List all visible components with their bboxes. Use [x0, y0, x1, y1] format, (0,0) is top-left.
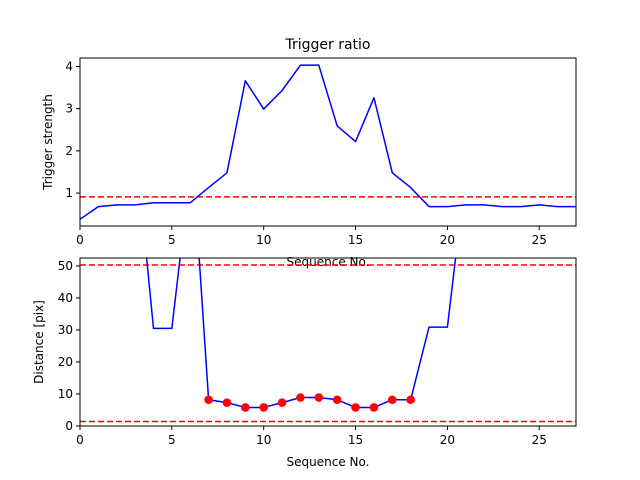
distance-x-tick-label: 5 — [168, 433, 176, 447]
trigger-ratio-y-tick-label: 4 — [65, 59, 73, 73]
distance-y-axis-label: Distance [pix] — [32, 300, 46, 384]
distance-y-tick-label: 30 — [58, 323, 73, 337]
trigger-ratio-y-tick-label: 1 — [65, 186, 73, 200]
trigger-ratio-y-tick-label: 2 — [65, 144, 73, 158]
distance-data-marker — [332, 395, 342, 405]
distance-y-tick-label: 40 — [58, 291, 73, 305]
distance-data-marker — [204, 395, 213, 405]
trigger-ratio-y-tick-label: 3 — [65, 102, 73, 116]
trigger-ratio-x-tick-label: 15 — [348, 233, 363, 247]
trigger-ratio-plot-area — [80, 64, 576, 220]
distance-y-tick-label: 0 — [65, 419, 73, 433]
distance-data-marker — [406, 395, 415, 405]
distance-x-tick-label: 25 — [532, 433, 547, 447]
distance-data-marker — [222, 398, 232, 407]
trigger-ratio-x-tick-label: 25 — [532, 233, 547, 247]
trigger-ratio-x-axis-label: Sequence No. — [287, 255, 370, 269]
trigger-ratio-series-line — [80, 64, 576, 220]
distance-x-axis-label: Sequence No. — [287, 455, 370, 469]
distance-data-marker — [241, 403, 250, 412]
distance-x-tick-label: 20 — [440, 433, 455, 447]
trigger-ratio-x-tick-label: 20 — [440, 233, 455, 247]
distance-data-marker — [387, 395, 397, 405]
distance-data-marker — [277, 398, 287, 407]
distance-data-marker — [296, 393, 305, 402]
distance-y-tick-label: 50 — [58, 259, 73, 273]
distance-x-tick-label: 10 — [256, 433, 271, 447]
trigger-ratio-x-tick-label: 5 — [168, 233, 176, 247]
distance-data-marker — [369, 403, 379, 412]
trigger-ratio-y-axis-label: Trigger strength — [41, 94, 55, 191]
distance-data-marker — [259, 403, 269, 412]
distance-x-tick-label: 15 — [348, 433, 363, 447]
trigger-ratio-title: Trigger ratio — [284, 37, 370, 53]
distance-data-marker — [351, 403, 360, 412]
trigger-ratio-x-tick-label: 10 — [256, 233, 271, 247]
distance-data-marker — [314, 393, 324, 402]
trigger-ratio-ticks: 0 5 10 15 20 25 1 2 3 4 — [65, 59, 547, 247]
distance-x-tick-label: 0 — [76, 433, 84, 447]
distance-chart: 0 5 10 15 20 25 0 10 20 30 40 50 Sequence No. Dista… — [32, 257, 577, 469]
distance-y-tick-label: 10 — [58, 387, 73, 401]
distance-axes-frame — [79, 257, 577, 427]
trigger-ratio-axes-frame — [79, 57, 577, 227]
distance-ticks: 0 5 10 15 20 25 0 10 20 30 40 50 — [58, 259, 547, 447]
distance-plot-area — [80, 258, 576, 423]
trigger-ratio-chart: 0 5 10 15 20 25 1 2 3 4 Trigger ratio Sequence No… — [41, 37, 577, 269]
trigger-ratio-x-tick-label: 0 — [76, 233, 84, 247]
distance-y-tick-label: 20 — [58, 355, 73, 369]
